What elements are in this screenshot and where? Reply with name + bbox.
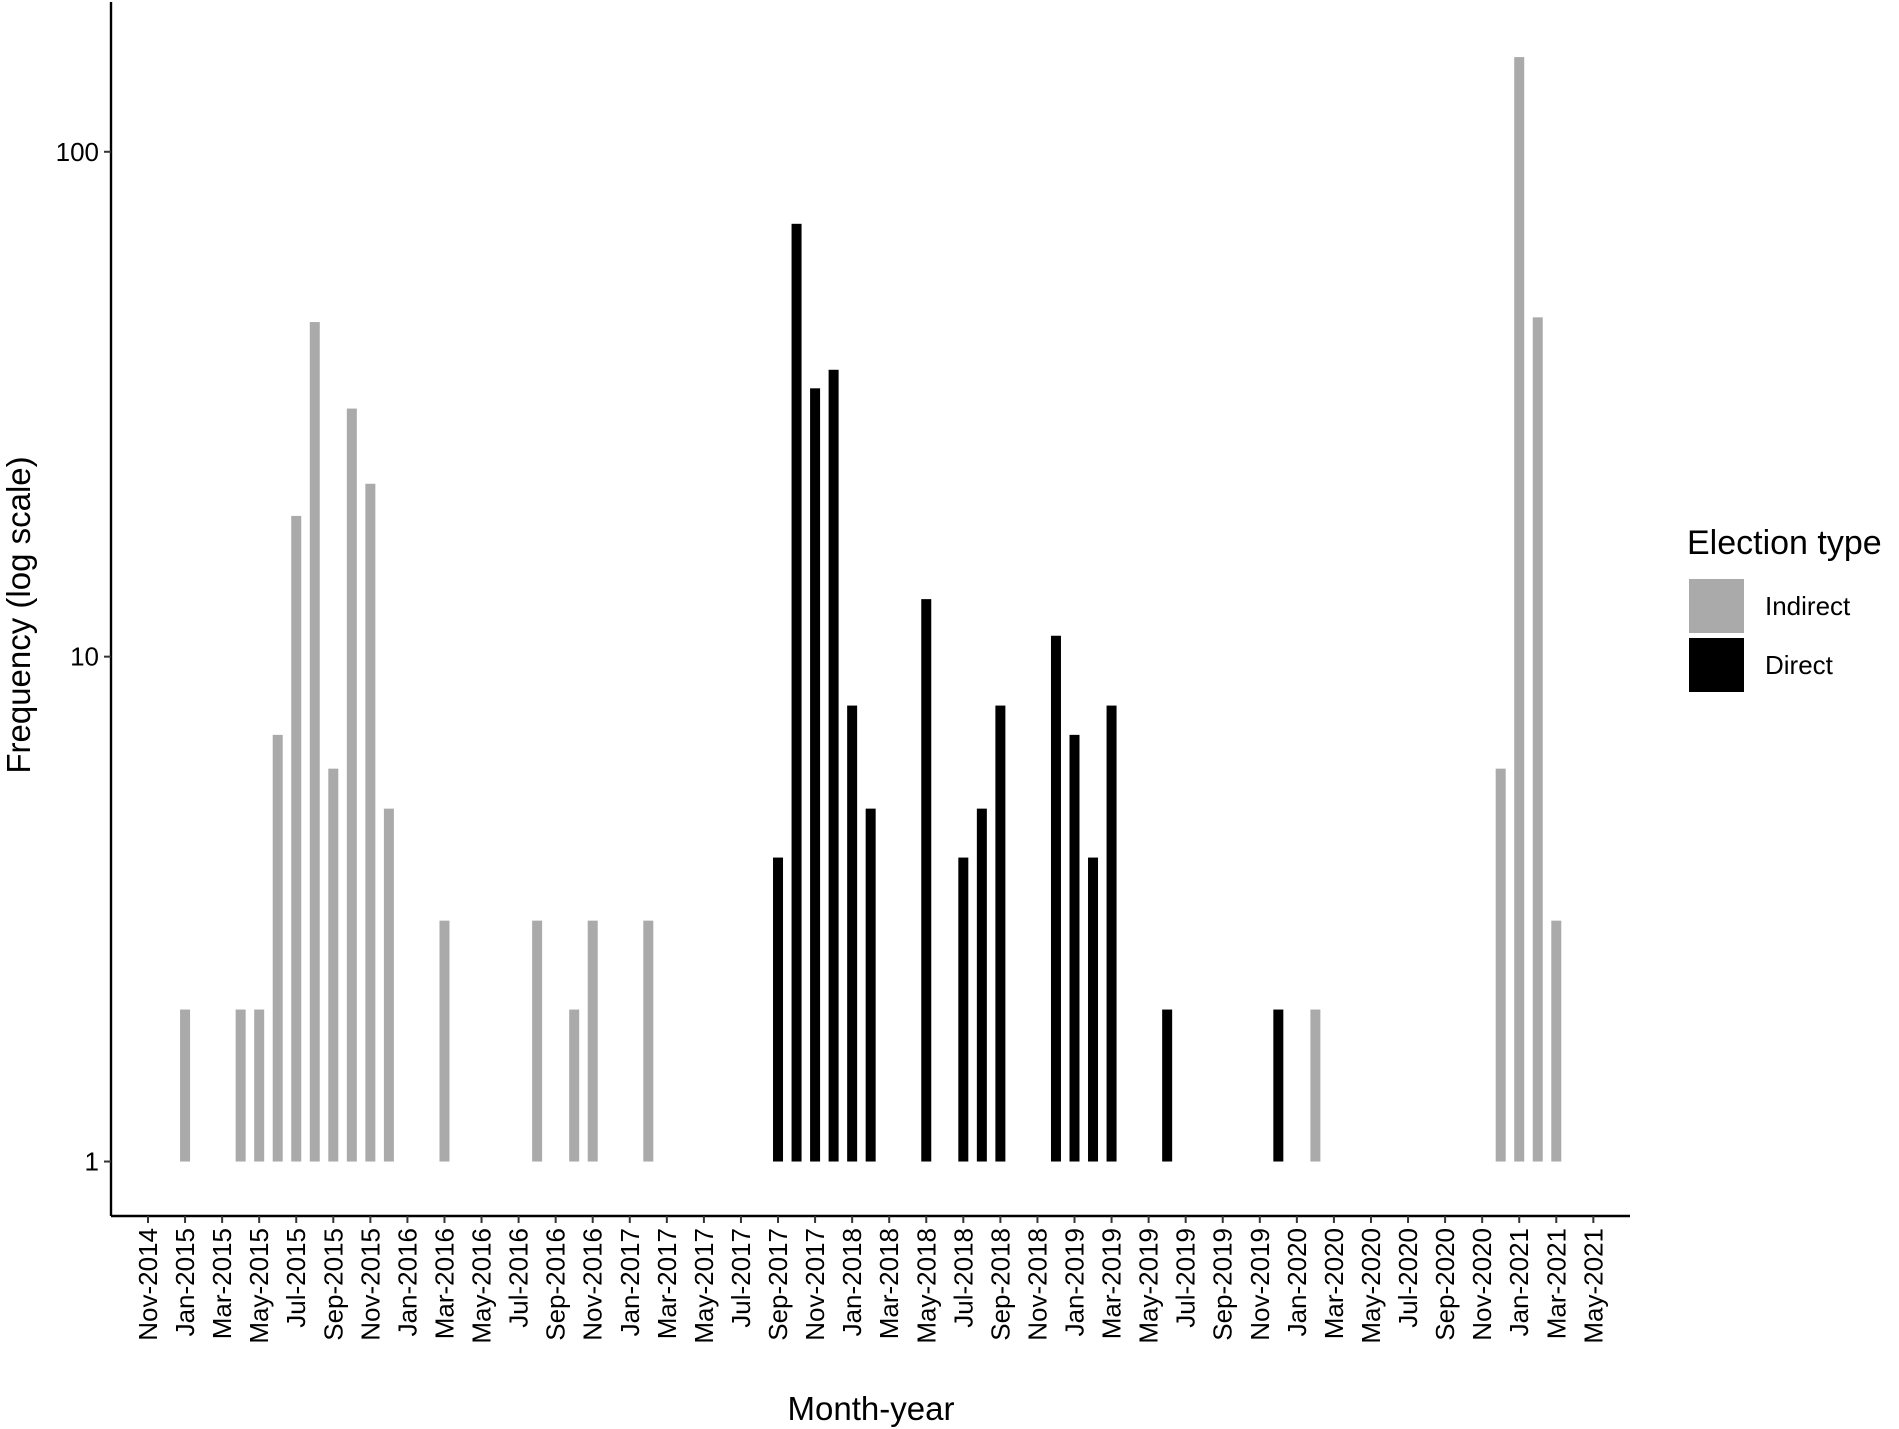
x-tick-label: Jan-2016 (392, 1228, 422, 1336)
bar (1088, 857, 1099, 1162)
x-tick-label: Jul-2017 (726, 1228, 756, 1328)
legend-swatch (1689, 638, 1744, 692)
bar (791, 223, 802, 1162)
x-tick-label: Mar-2017 (652, 1228, 682, 1339)
bar (272, 734, 283, 1162)
bar (865, 808, 876, 1162)
legend-label: Direct (1765, 650, 1834, 680)
bar (828, 369, 839, 1162)
x-tick-label: Mar-2015 (207, 1228, 237, 1339)
x-tick-label: May-2019 (1134, 1228, 1164, 1344)
bar (1050, 635, 1061, 1162)
x-tick-label: Jul-2020 (1393, 1228, 1423, 1328)
x-tick-label: Nov-2020 (1467, 1228, 1497, 1341)
bar (643, 920, 654, 1162)
x-tick-label: Nov-2019 (1245, 1228, 1275, 1341)
x-tick-label: Nov-2014 (133, 1228, 163, 1341)
bar (180, 1009, 191, 1162)
bar (291, 515, 302, 1162)
bar (1069, 734, 1080, 1162)
x-tick-label: Jul-2015 (281, 1228, 311, 1328)
x-tick-label: Sep-2020 (1430, 1228, 1460, 1341)
x-axis-title: Month-year (788, 1390, 955, 1427)
x-tick-label: May-2017 (689, 1228, 719, 1344)
x-tick-label: Sep-2017 (763, 1228, 793, 1341)
x-tick-label: Mar-2016 (429, 1228, 459, 1339)
x-tick-label: Mar-2019 (1097, 1228, 1127, 1339)
x-tick-label: Jul-2018 (948, 1228, 978, 1328)
x-tick-label: Mar-2018 (874, 1228, 904, 1339)
x-tick-label: Jan-2019 (1060, 1228, 1090, 1336)
y-tick-label: 1 (85, 1147, 99, 1177)
x-tick-label: Jan-2017 (615, 1228, 645, 1336)
bar (1310, 1009, 1321, 1162)
bar (439, 920, 450, 1162)
bar (1495, 768, 1506, 1162)
x-tick-label: Jul-2019 (1171, 1228, 1201, 1328)
x-tick-label: May-2015 (244, 1228, 274, 1344)
bar (383, 808, 394, 1162)
x-tick-label: Sep-2016 (541, 1228, 571, 1341)
x-tick-label: Sep-2019 (1208, 1228, 1238, 1341)
bar (309, 322, 320, 1162)
bar (235, 1009, 246, 1162)
bar (328, 768, 339, 1162)
bar (365, 483, 376, 1162)
bar (1162, 1009, 1173, 1162)
bar (976, 808, 987, 1162)
x-tick-label: Jul-2016 (504, 1228, 534, 1328)
bar (810, 388, 821, 1162)
bar (569, 1009, 580, 1162)
bar (1106, 705, 1117, 1162)
x-tick-label: Jan-2020 (1282, 1228, 1312, 1336)
x-tick-label: Jan-2018 (837, 1228, 867, 1336)
x-tick-label: Nov-2015 (355, 1228, 385, 1341)
x-tick-label: May-2020 (1356, 1228, 1386, 1344)
bar (532, 920, 543, 1162)
bar (958, 857, 969, 1162)
x-tick-label: Sep-2015 (318, 1228, 348, 1341)
y-axis-title: Frequency (log scale) (0, 456, 37, 773)
bar (1532, 317, 1543, 1162)
x-tick-label: Nov-2016 (578, 1228, 608, 1341)
legend-title: Election type (1687, 524, 1882, 562)
bar (921, 599, 932, 1162)
bar (773, 857, 784, 1162)
bar (1514, 57, 1525, 1162)
x-tick-label: Nov-2018 (1022, 1228, 1052, 1341)
y-tick-label: 10 (70, 642, 99, 672)
x-tick-label: Jan-2021 (1504, 1228, 1534, 1336)
bar (1273, 1009, 1284, 1162)
legend-label: Indirect (1765, 591, 1851, 621)
x-tick-label: Mar-2020 (1319, 1228, 1349, 1339)
x-tick-label: May-2021 (1578, 1228, 1608, 1344)
x-tick-label: Sep-2018 (985, 1228, 1015, 1341)
x-tick-label: Mar-2021 (1541, 1228, 1571, 1339)
x-tick-label: May-2018 (911, 1228, 941, 1344)
bar (995, 705, 1006, 1162)
x-tick-label: May-2016 (467, 1228, 497, 1344)
bar (847, 705, 858, 1162)
bar (587, 920, 598, 1162)
x-tick-label: Nov-2017 (800, 1228, 830, 1341)
legend-swatch (1689, 579, 1744, 633)
bar (1551, 920, 1562, 1162)
bar (254, 1009, 265, 1162)
x-tick-label: Jan-2015 (170, 1228, 200, 1336)
y-tick-label: 100 (56, 137, 99, 167)
bar (346, 408, 357, 1162)
